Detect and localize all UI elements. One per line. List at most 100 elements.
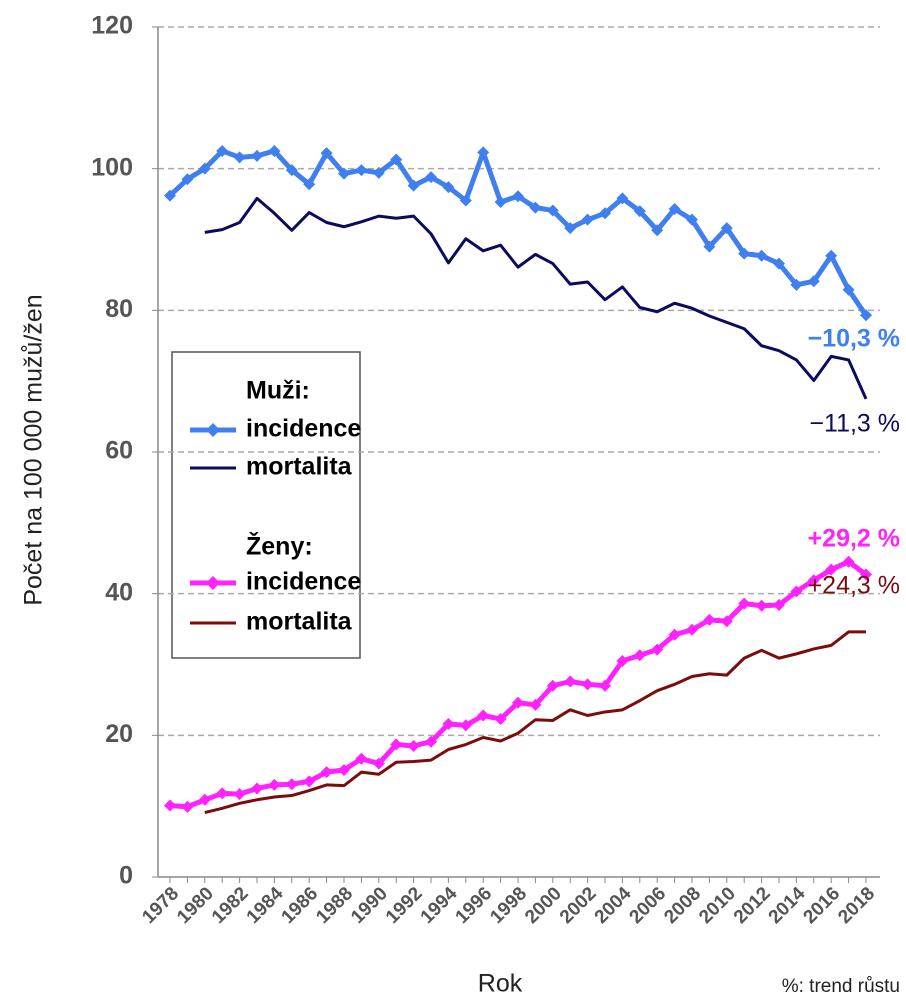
marker <box>512 190 524 203</box>
x-tick-label: 2010 <box>695 883 740 928</box>
y-tick-label: 20 <box>105 720 133 748</box>
marker <box>407 179 420 192</box>
marker <box>477 146 490 159</box>
marker <box>738 597 751 610</box>
x-tick-label: 1990 <box>347 883 392 928</box>
marker <box>807 275 820 288</box>
marker <box>477 709 490 722</box>
series-line <box>168 148 869 317</box>
y-axis-title: Počet na 100 000 mužů/žen <box>20 294 48 605</box>
marker <box>494 195 507 208</box>
x-tick-label: 2012 <box>730 883 775 928</box>
trend-label: +24,3 % <box>808 572 900 600</box>
marker <box>233 788 246 801</box>
trend-label: −11,3 % <box>809 410 900 438</box>
marker <box>720 615 733 628</box>
marker <box>442 181 455 194</box>
x-tick-label: 2002 <box>556 883 601 928</box>
x-tick-label: 2014 <box>765 883 810 928</box>
marker <box>268 778 281 791</box>
marker <box>372 166 385 179</box>
marker <box>790 585 803 598</box>
y-tick-label: 60 <box>105 437 133 465</box>
marker <box>459 194 472 207</box>
marker <box>581 213 594 226</box>
marker <box>164 189 176 202</box>
marker <box>251 782 263 795</box>
x-tick-label: 1996 <box>452 883 497 928</box>
marker <box>338 167 350 180</box>
marker <box>825 249 838 262</box>
marker <box>703 613 716 626</box>
marker <box>564 222 577 235</box>
y-tick-label: 100 <box>91 153 133 181</box>
x-tick-label: 1984 <box>243 883 288 928</box>
marker <box>842 555 855 568</box>
x-tick-label: 2006 <box>626 883 671 928</box>
marker <box>216 787 229 800</box>
marker <box>773 257 785 270</box>
marker <box>703 240 716 253</box>
marker <box>616 192 629 205</box>
marker <box>668 628 681 641</box>
legend-group: Ženy: <box>246 531 313 561</box>
marker <box>181 800 194 813</box>
marker <box>425 735 437 748</box>
marker <box>355 164 368 177</box>
trend-label: +29,2 % <box>808 525 900 553</box>
marker <box>825 563 838 576</box>
marker <box>599 679 611 692</box>
footnote: %: trend růstu <box>782 976 900 997</box>
x-tick-label: 2018 <box>834 883 879 928</box>
x-tick-label: 1994 <box>417 883 462 928</box>
marker <box>268 144 281 157</box>
marker <box>198 793 211 806</box>
marker <box>285 778 298 791</box>
marker <box>842 283 855 296</box>
marker <box>320 147 333 160</box>
x-tick-label: 1998 <box>486 883 531 928</box>
marker <box>564 675 577 688</box>
marker <box>720 222 733 235</box>
series-line <box>204 196 868 400</box>
marker <box>860 309 872 322</box>
marker <box>599 207 611 220</box>
series-line <box>204 630 866 814</box>
legend-marker <box>206 576 220 590</box>
marker <box>425 171 437 184</box>
marker <box>616 654 629 667</box>
marker <box>459 719 472 732</box>
marker <box>581 678 594 691</box>
marker <box>303 775 316 788</box>
legend-group: Muži: <box>246 377 310 405</box>
legend-box <box>171 351 361 659</box>
marker <box>285 164 298 177</box>
y-tick-label: 80 <box>105 295 133 323</box>
legend-marker <box>206 423 220 437</box>
marker <box>494 713 507 726</box>
trend-label: −10,3 % <box>808 325 900 353</box>
marker <box>529 201 542 214</box>
y-tick-label: 0 <box>119 862 133 890</box>
x-tick-label: 1978 <box>138 883 183 928</box>
x-axis-title: Rok <box>478 970 523 998</box>
x-tick-label: 2004 <box>591 883 636 928</box>
marker <box>233 151 246 164</box>
marker <box>755 249 768 262</box>
marker <box>546 204 559 217</box>
x-tick-label: 2000 <box>521 883 566 928</box>
marker <box>251 149 263 162</box>
marker <box>442 718 455 730</box>
marker <box>372 757 385 770</box>
x-tick-label: 1988 <box>312 883 357 928</box>
marker <box>790 278 803 291</box>
y-tick-label: 40 <box>105 578 133 606</box>
marker <box>755 599 768 612</box>
marker <box>198 162 211 175</box>
x-tick-label: 2016 <box>800 883 845 928</box>
marker <box>355 752 368 765</box>
marker <box>773 599 785 611</box>
marker <box>807 574 820 587</box>
x-tick-label: 1986 <box>278 883 323 928</box>
